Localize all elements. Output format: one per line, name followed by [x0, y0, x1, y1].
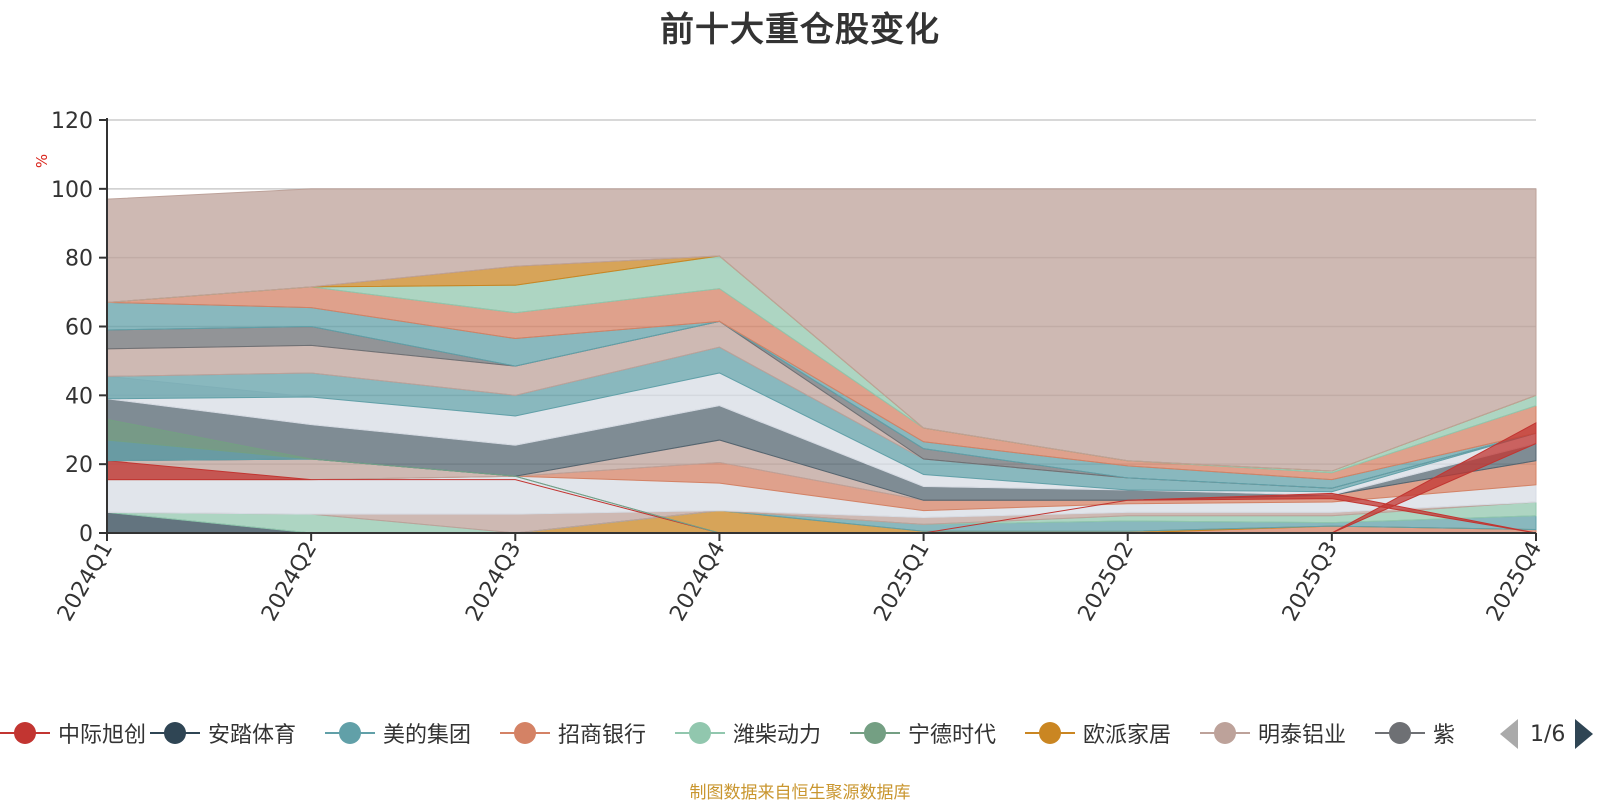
legend-label: 中际旭创: [58, 723, 147, 748]
x-tick-label: 2025Q4: [1482, 538, 1547, 626]
y-tick-label: 80: [65, 247, 93, 272]
legend-item[interactable]: 潍柴动力: [675, 716, 821, 750]
area-band: [106, 188, 1537, 472]
legend-pager: 1/6: [1500, 718, 1594, 750]
y-tick-label: 20: [65, 453, 93, 478]
page-indicator: 1/6: [1530, 721, 1566, 747]
y-tick-label: 60: [65, 316, 93, 341]
legend-marker-icon: [850, 716, 900, 750]
y-tick-label: 0: [79, 522, 93, 547]
legend-item[interactable]: 欧派家居: [1025, 716, 1171, 750]
legend-item[interactable]: 中际旭创: [0, 716, 146, 750]
prev-page-icon[interactable]: [1500, 719, 1518, 749]
y-tick-labels: 0 20 40 60 80 100 120: [51, 109, 93, 547]
x-tick-label: 2024Q3: [461, 538, 526, 626]
legend-marker-icon: [1025, 716, 1075, 750]
legend-item[interactable]: 紫: [1375, 716, 1455, 750]
legend-marker-icon: [325, 716, 375, 750]
legend-label: 紫: [1433, 723, 1456, 748]
legend-marker-icon: [500, 716, 550, 750]
x-tick-label: 2024Q4: [665, 538, 730, 626]
x-tick-label: 2024Q2: [257, 538, 322, 626]
legend-marker-icon: [1200, 716, 1250, 750]
legend-label: 招商银行: [558, 723, 647, 748]
legend-marker-icon: [150, 716, 200, 750]
legend-label: 欧派家居: [1083, 723, 1172, 748]
legend-item[interactable]: 明泰铝业: [1200, 716, 1346, 750]
x-tick-label: 2025Q2: [1074, 538, 1139, 626]
x-tick-label: 2025Q1: [869, 538, 934, 626]
legend-marker-icon: [1375, 716, 1425, 750]
legend: 中际旭创 安踏体育 美的集团 招商银行 潍柴动力 宁德时代 欧派家居 明泰铝业 紫: [0, 716, 1496, 750]
legend-label: 宁德时代: [908, 723, 997, 748]
area-bands: [106, 188, 1537, 534]
legend-item[interactable]: 招商银行: [500, 716, 646, 750]
x-tick-label: 2024Q1: [53, 538, 118, 626]
y-axis-unit: %: [33, 153, 51, 169]
legend-label: 潍柴动力: [733, 723, 822, 748]
legend-item[interactable]: 宁德时代: [850, 716, 996, 750]
data-source-note: 制图数据来自恒生聚源数据库: [689, 783, 911, 803]
legend-item[interactable]: 美的集团: [325, 716, 471, 750]
chart-title: 前十大重仓股变化: [660, 10, 940, 50]
x-tick-labels: 2024Q1 2024Q2 2024Q3 2024Q4 2025Q1 2025Q2 2025…: [53, 538, 1547, 626]
legend-label: 明泰铝业: [1258, 723, 1347, 748]
legend-marker-icon: [0, 716, 50, 750]
y-tick-label: 40: [65, 384, 93, 409]
x-tick-label: 2025Q3: [1278, 538, 1343, 626]
legend-label: 美的集团: [383, 723, 472, 748]
next-page-icon[interactable]: [1575, 719, 1594, 749]
legend-marker-icon: [675, 716, 725, 750]
legend-label: 安踏体育: [208, 723, 297, 748]
axes: [99, 118, 1537, 541]
legend-item[interactable]: 安踏体育: [150, 716, 296, 750]
y-tick-label: 120: [51, 109, 93, 134]
y-tick-label: 100: [51, 178, 93, 203]
